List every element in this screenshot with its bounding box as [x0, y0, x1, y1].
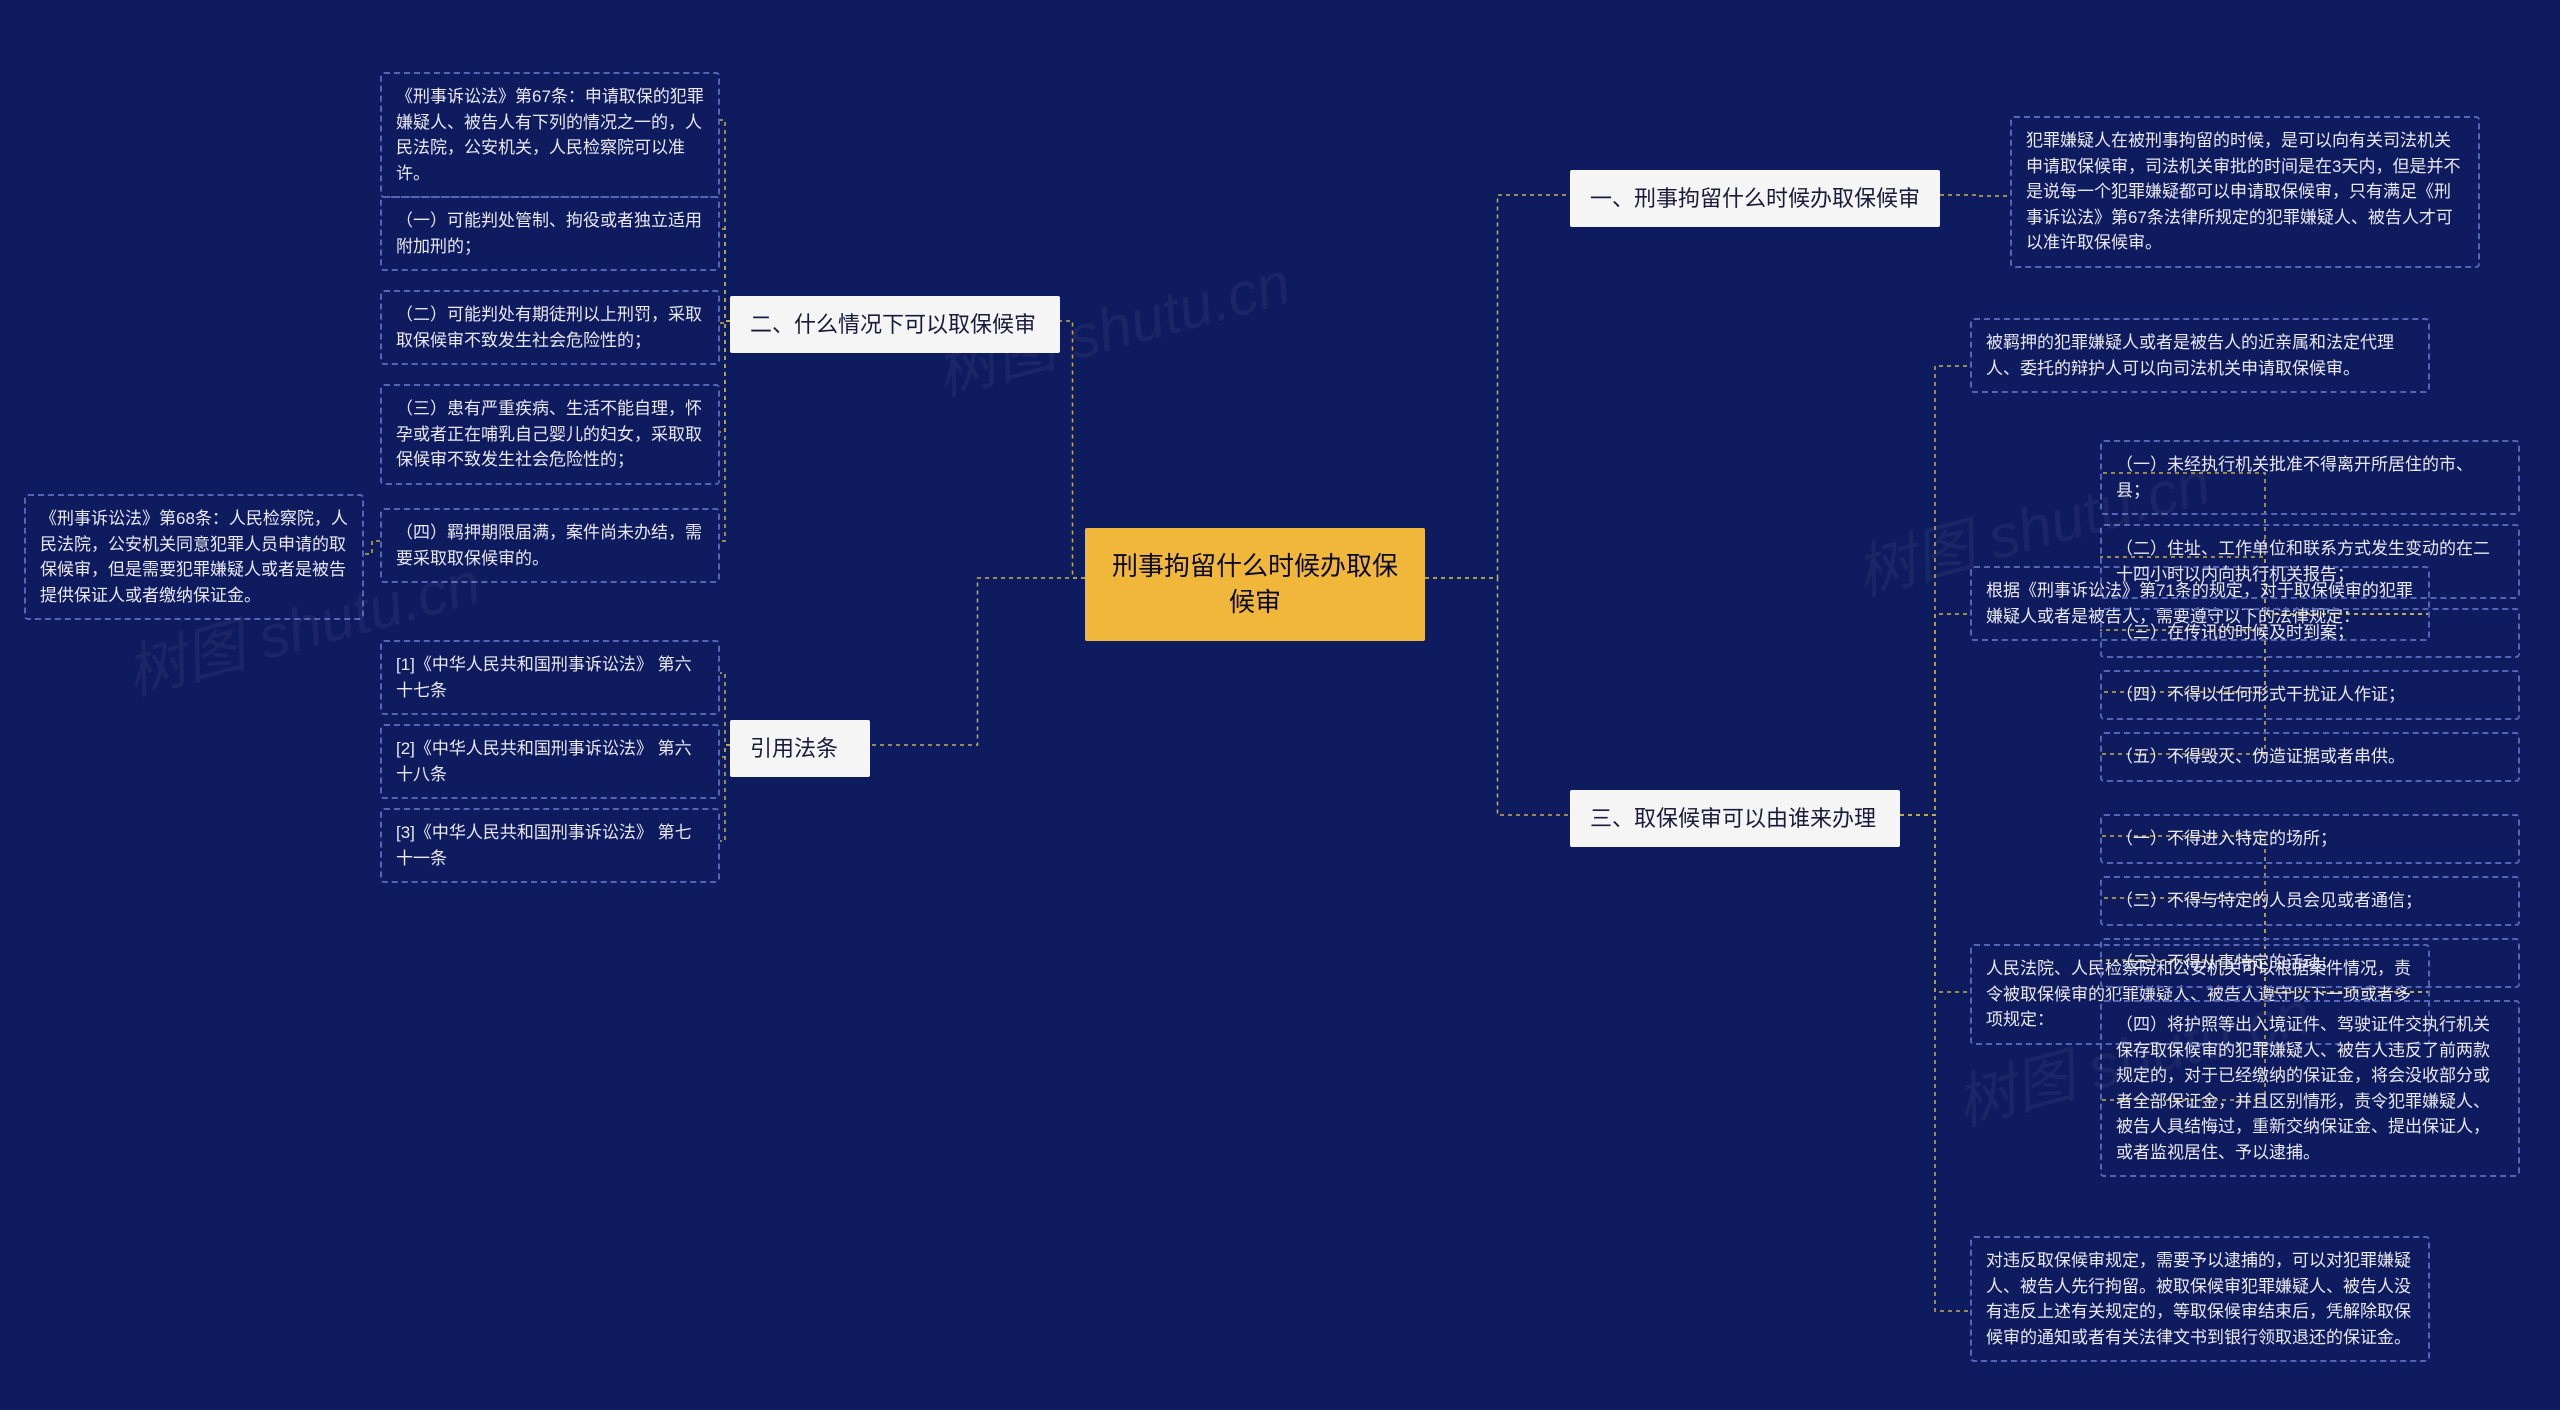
branch-b1: 一、刑事拘留什么时候办取保候审 [1570, 170, 1940, 227]
center-node: 刑事拘留什么时候办取保候审 [1085, 528, 1425, 641]
leaf-h3: （三）不得从事特定的活动； [2100, 938, 2520, 988]
leaf-b2c2: （一）可能判处管制、拘役或者独立适用附加刑的； [380, 196, 720, 271]
leaf-b2g1: 《刑事诉讼法》第68条：人民检察院，人民法院，公安机关同意犯罪人员申请的取保候审… [24, 494, 364, 620]
leaf-h2: （二）不得与特定的人员会见或者通信； [2100, 876, 2520, 926]
leaf-h1: （一）不得进入特定的场所； [2100, 814, 2520, 864]
leaf-b2c1: 《刑事诉讼法》第67条：申请取保的犯罪嫌疑人、被告人有下列的情况之一的，人民法院… [380, 72, 720, 198]
leaf-h4: （四）将护照等出入境证件、驾驶证件交执行机关保存取保候审的犯罪嫌疑人、被告人违反… [2100, 1000, 2520, 1177]
leaf-g3: （三）在传讯的时候及时到案； [2100, 608, 2520, 658]
leaf-g2: （二）住址、工作单位和联系方式发生变动的在二十四小时以内向执行机关报告； [2100, 524, 2520, 599]
leaf-b4c3: [3]《中华人民共和国刑事诉讼法》 第七十一条 [380, 808, 720, 883]
leaf-b2c3: （二）可能判处有期徒刑以上刑罚，采取取保候审不致发生社会危险性的； [380, 290, 720, 365]
leaf-b3c1: 被羁押的犯罪嫌疑人或者是被告人的近亲属和法定代理人、委托的辩护人可以向司法机关申… [1970, 318, 2430, 393]
leaf-b4c1: [1]《中华人民共和国刑事诉讼法》 第六十七条 [380, 640, 720, 715]
leaf-g4: （四）不得以任何形式干扰证人作证； [2100, 670, 2520, 720]
leaf-b2c4: （三）患有严重疾病、生活不能自理，怀孕或者正在哺乳自己婴儿的妇女，采取取保候审不… [380, 384, 720, 485]
leaf-b2c5: （四）羁押期限届满，案件尚未办结，需要采取取保候审的。 [380, 508, 720, 583]
leaf-g1: （一）未经执行机关批准不得离开所居住的市、县； [2100, 440, 2520, 515]
leaf-b1c1: 犯罪嫌疑人在被刑事拘留的时候，是可以向有关司法机关申请取保候审，司法机关审批的时… [2010, 116, 2480, 268]
branch-b3: 三、取保候审可以由谁来办理 [1570, 790, 1900, 847]
branch-b2: 二、什么情况下可以取保候审 [730, 296, 1060, 353]
branch-b4: 引用法条 [730, 720, 870, 777]
leaf-b4c2: [2]《中华人民共和国刑事诉讼法》 第六十八条 [380, 724, 720, 799]
leaf-g5: （五）不得毁灭、伪造证据或者串供。 [2100, 732, 2520, 782]
leaf-b3c4: 对违反取保候审规定，需要予以逮捕的，可以对犯罪嫌疑人、被告人先行拘留。被取保候审… [1970, 1236, 2430, 1362]
